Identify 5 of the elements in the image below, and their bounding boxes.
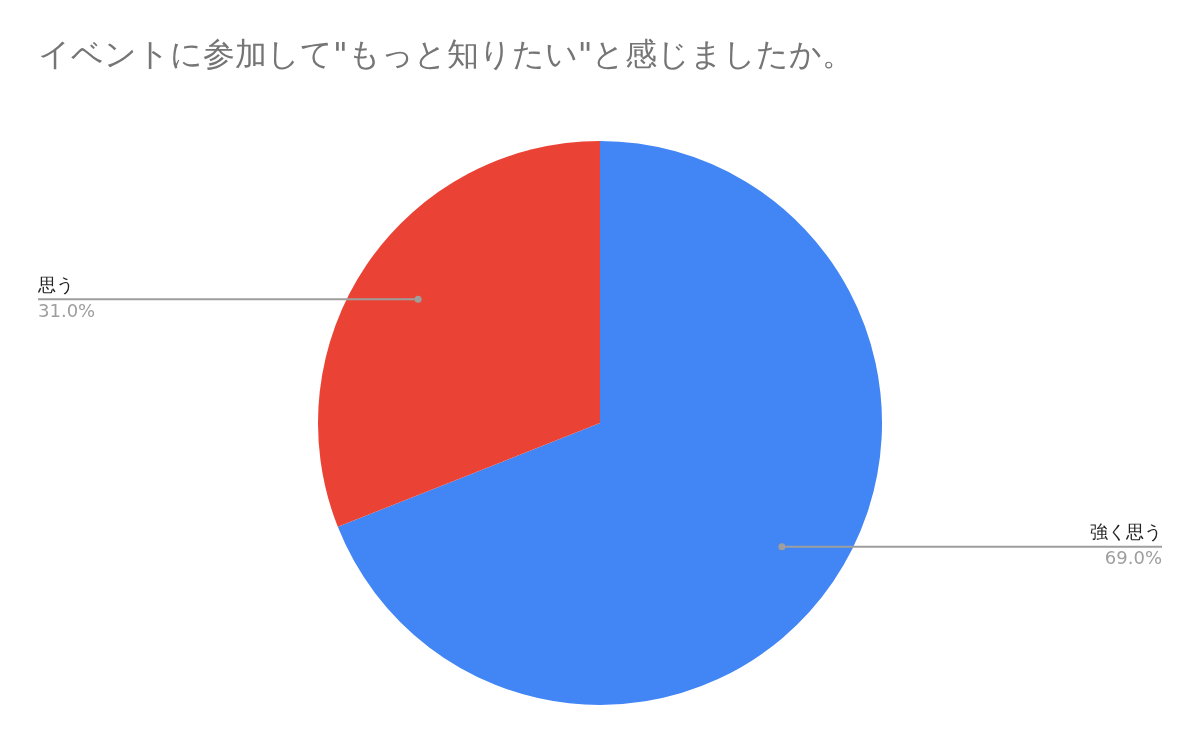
slice-label: 思う (37, 274, 74, 296)
chart-title: イベントに参加して"もっと知りたい"と感じましたか。 (38, 34, 856, 74)
slice-label: 強く思う (1090, 521, 1162, 543)
data-label: 31.0% (38, 300, 96, 322)
data-label: 69.0% (1104, 547, 1162, 569)
